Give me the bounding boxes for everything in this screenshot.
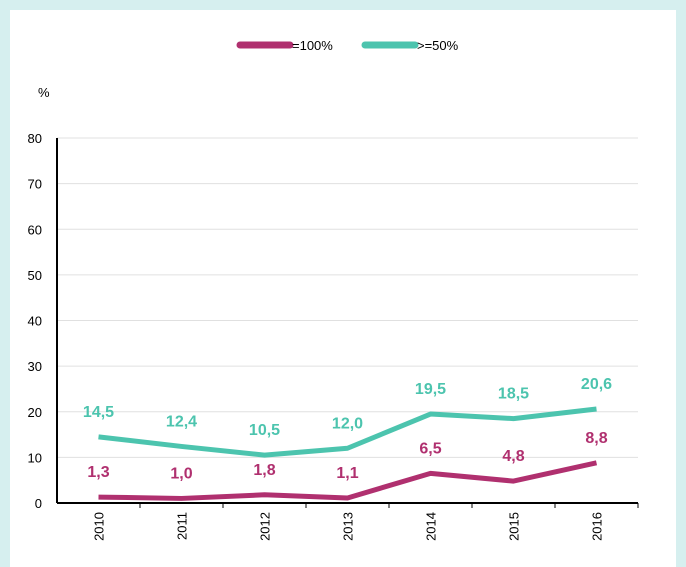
x-tick-label: 2010	[92, 512, 107, 541]
x-tick-label: 2011	[175, 512, 190, 540]
series-line	[98, 406, 597, 458]
data-label: 12,4	[166, 413, 197, 430]
data-label: 20,6	[581, 376, 612, 393]
y-tick-label: 20	[28, 405, 42, 420]
data-label: 19,5	[415, 381, 446, 398]
data-label: 4,8	[502, 448, 524, 465]
x-tick-label: 2016	[590, 512, 605, 541]
y-tick-label: 50	[28, 268, 42, 283]
data-label: 18,5	[498, 386, 529, 403]
data-label: 8,8	[585, 430, 607, 447]
data-label: 12,0	[332, 415, 363, 432]
data-label: 1,3	[87, 464, 109, 481]
legend-label: >=50%	[417, 38, 459, 53]
x-tick-label: 2013	[341, 512, 356, 541]
data-label: 1,8	[253, 462, 275, 479]
data-label: 14,5	[83, 404, 114, 421]
x-tick-label: 2012	[258, 512, 273, 541]
x-tick-label: 2015	[507, 512, 522, 541]
plot-background	[10, 10, 676, 567]
data-label: 6,5	[419, 440, 441, 457]
data-label: 1,1	[336, 465, 358, 482]
data-label: 1,0	[170, 465, 192, 482]
y-axis-label: %	[38, 85, 50, 100]
y-tick-label: 30	[28, 359, 42, 374]
y-tick-label: 0	[35, 496, 42, 511]
legend-label: =100%	[292, 38, 333, 53]
y-tick-label: 60	[28, 222, 42, 237]
y-tick-label: 40	[28, 314, 42, 329]
y-tick-label: 10	[28, 450, 42, 465]
series-line	[98, 460, 598, 501]
data-label: 10,5	[249, 422, 280, 439]
y-tick-label: 70	[28, 177, 42, 192]
y-tick-label: 80	[28, 131, 42, 146]
x-tick-label: 2014	[424, 512, 439, 541]
